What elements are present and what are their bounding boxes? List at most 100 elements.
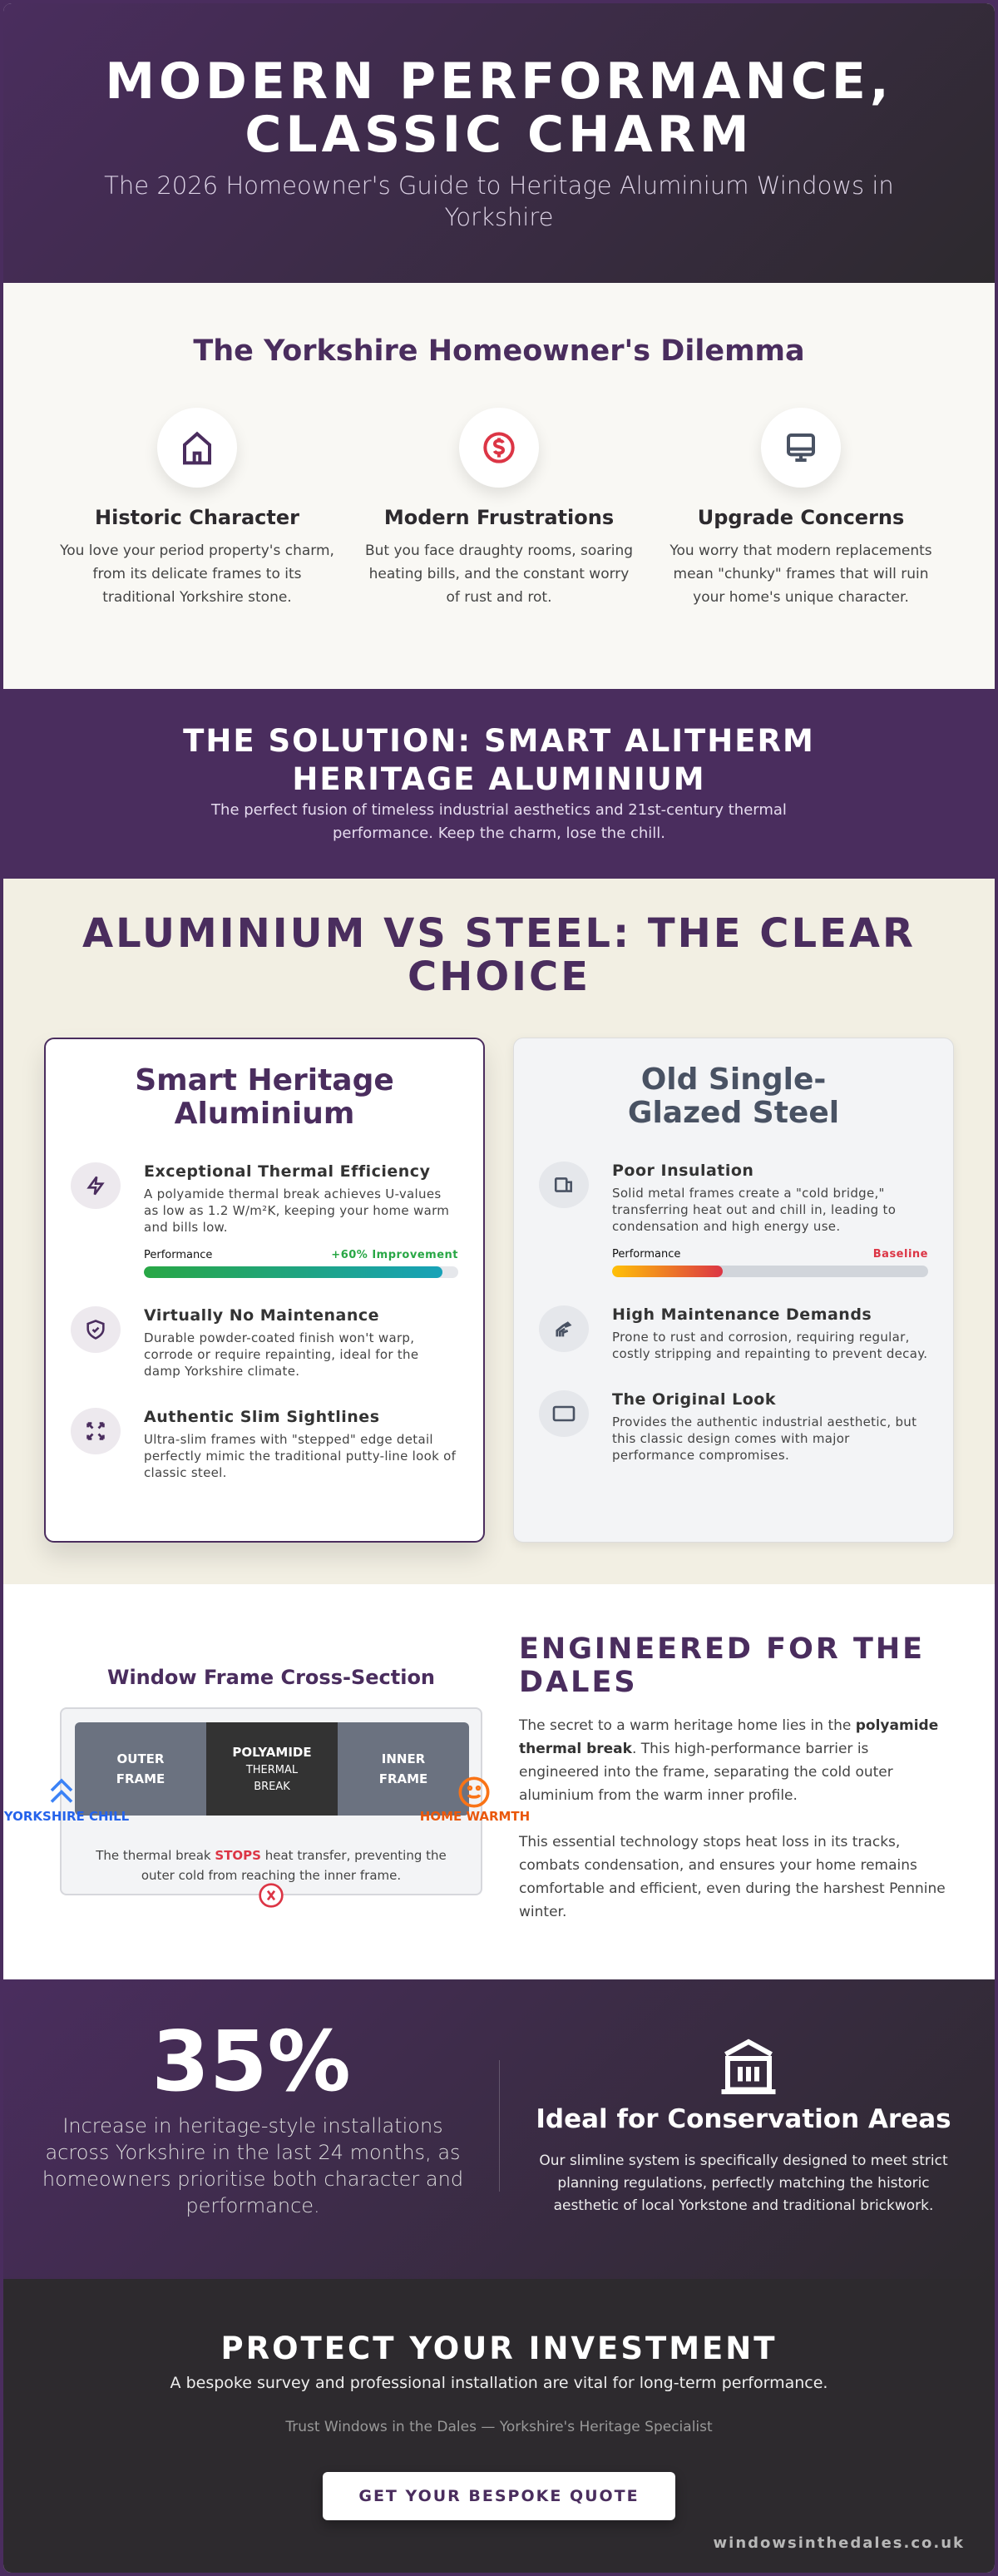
feature-text: Durable powder-coated finish won't warp,… — [144, 1330, 419, 1379]
feature-item: Exceptional Thermal Efficiency A polyami… — [71, 1162, 458, 1278]
cta-subtitle: A bespoke survey and professional instal… — [170, 2374, 828, 2392]
conservation-text: Our slimline system is specifically desi… — [539, 2152, 948, 2214]
segment-outer-frame: OUTER FRAME — [75, 1722, 206, 1816]
rectangle-icon — [539, 1390, 589, 1437]
steel-card: Old Single-Glazed Steel Poor Insulation … — [513, 1038, 954, 1543]
performance-bar-fill — [612, 1266, 723, 1277]
cold-bridge-icon — [539, 1162, 589, 1208]
engineered-paragraph-1: The secret to a warm heritage home lies … — [519, 1714, 951, 1807]
paragraph-text: . This high-performance barrier is engin… — [519, 1741, 893, 1804]
page-subtitle: The 2026 Homeowner's Guide to Heritage A… — [104, 171, 894, 231]
dollar-icon — [459, 408, 539, 488]
feature-text: Provides the authentic industrial aesthe… — [612, 1414, 917, 1463]
expand-arrows-icon — [71, 1408, 121, 1454]
scraper-icon — [539, 1305, 589, 1352]
solution-banner: THE SOLUTION: SMART ALITHERM HERITAGE AL… — [3, 689, 995, 879]
diagram-caption: The thermal break STOPS heat transfer, p… — [78, 1845, 464, 1885]
dilemma-item-title: Historic Character — [95, 506, 299, 529]
caption-text: heat transfer, preventing the outer cold… — [141, 1848, 447, 1883]
feature-title: Poor Insulation — [612, 1162, 754, 1180]
paragraph-text: The secret to a warm heritage home lies … — [519, 1717, 856, 1734]
chill-label: YORKSHIRE CHILL — [3, 1809, 130, 1824]
smile-icon — [458, 1776, 490, 1808]
performance-value: +60% Improvement — [331, 1249, 458, 1261]
feature-item: The Original Look Provides the authentic … — [539, 1390, 928, 1464]
monitor-icon — [761, 408, 841, 488]
dilemma-item-text: You love your period property's charm, f… — [60, 542, 334, 606]
hero-header: MODERN PERFORMANCE, CLASSIC CHARM The 20… — [3, 3, 995, 283]
feature-title: The Original Look — [612, 1390, 776, 1409]
segment-polyamide: POLYAMIDE THERMAL BREAK — [206, 1722, 338, 1816]
stat-value: 35% — [151, 2013, 351, 2110]
dilemma-section: The Yorkshire Homeowner's Dilemma Histor… — [3, 283, 995, 689]
feature-title: Authentic Slim Sightlines — [144, 1408, 380, 1426]
trust-line: Trust Windows in the Dales — Yorkshire's… — [285, 2419, 713, 2435]
segment-label: INNER — [381, 1751, 426, 1766]
segment-sublabel: THERMAL — [245, 1764, 299, 1776]
segment-label: FRAME — [116, 1771, 166, 1786]
website-link[interactable]: windowsinthedales.co.uk — [713, 2534, 965, 2552]
solution-title: THE SOLUTION: SMART ALITHERM HERITAGE AL… — [183, 723, 815, 797]
shield-check-icon — [71, 1306, 121, 1353]
dilemma-item-title: Upgrade Concerns — [697, 506, 905, 529]
card-title: Old Single-Glazed Steel — [627, 1063, 840, 1130]
performance-meter: Performance +60% Improvement — [144, 1249, 458, 1261]
chevrons-up-icon — [50, 1778, 73, 1803]
divider — [499, 2060, 500, 2192]
feature-text: Prone to rust and corrosion, requiring r… — [612, 1330, 928, 1361]
feature-item: Poor Insulation Solid metal frames creat… — [539, 1162, 928, 1277]
performance-bar-fill — [144, 1266, 443, 1278]
lightning-icon — [71, 1162, 121, 1209]
solution-text: The perfect fusion of timeless industria… — [211, 801, 787, 842]
engineered-paragraph-2: This essential technology stops heat los… — [519, 1834, 946, 1920]
caption-text: The thermal break — [96, 1848, 215, 1863]
cta-section: PROTECT YOUR INVESTMENT A bespoke survey… — [3, 2279, 995, 2573]
segment-label: FRAME — [378, 1771, 428, 1786]
dilemma-item-text: You worry that modern replacements mean … — [669, 542, 932, 606]
performance-bar — [144, 1266, 458, 1278]
conservation-title: Ideal for Conservation Areas — [536, 2104, 951, 2134]
segment-label: OUTER — [116, 1751, 165, 1766]
comparison-section: ALUMINIUM VS STEEL: THE CLEAR CHOICE Sma… — [3, 879, 995, 1584]
dilemma-title: The Yorkshire Homeowner's Dilemma — [193, 334, 805, 368]
performance-value: Baseline — [872, 1248, 928, 1261]
performance-label: Performance — [612, 1248, 681, 1261]
stats-section: 35% Increase in heritage-style installat… — [3, 1979, 995, 2279]
feature-title: Virtually No Maintenance — [144, 1306, 380, 1325]
feature-title: Exceptional Thermal Efficiency — [144, 1162, 431, 1181]
house-icon — [157, 408, 237, 488]
feature-item: Virtually No Maintenance Durable powder-c… — [71, 1306, 458, 1380]
engineered-title: ENGINEERED FOR THE DALES — [519, 1632, 926, 1699]
segment-inner-frame: INNER FRAME — [338, 1722, 469, 1816]
feature-text: A polyamide thermal break achieves U-val… — [144, 1186, 450, 1235]
feature-text: Solid metal frames create a "cold bridge… — [612, 1186, 897, 1234]
diagram-title: Window Frame Cross-Section — [106, 1666, 436, 1689]
dilemma-item-text: But you face draughty rooms, soaring hea… — [364, 542, 634, 606]
comparison-title: ALUMINIUM VS STEEL: THE CLEAR CHOICE — [82, 910, 916, 1000]
warmth-label: HOME WARMTH — [419, 1809, 531, 1824]
get-quote-button[interactable]: GET YOUR BESPOKE QUOTE — [323, 2472, 675, 2520]
feature-text: Ultra-slim frames with "stepped" edge de… — [144, 1432, 457, 1480]
caption-stop: STOPS — [215, 1848, 261, 1863]
dilemma-item-frustrations: Modern Frustrations But you face draught… — [362, 408, 636, 609]
feature-item: High Maintenance Demands Prone to rust an… — [539, 1305, 928, 1362]
card-title: Smart Heritage Aluminium — [135, 1063, 394, 1131]
feature-title: High Maintenance Demands — [612, 1305, 872, 1324]
performance-meter: Performance Baseline — [612, 1248, 928, 1261]
dilemma-item-concerns: Upgrade Concerns You worry that modern r… — [664, 408, 938, 609]
stat-text: Increase in heritage-style installations… — [42, 2114, 464, 2217]
aluminium-card: Smart Heritage Aluminium Exceptional The… — [44, 1038, 485, 1543]
feature-item: Authentic Slim Sightlines Ultra-slim fram… — [71, 1408, 458, 1481]
segment-label: POLYAMIDE — [232, 1745, 312, 1760]
performance-bar — [612, 1266, 928, 1277]
dilemma-item-title: Modern Frustrations — [383, 506, 615, 529]
paragraph-bold: polyamide thermal break — [519, 1717, 939, 1757]
frame-bar: OUTER FRAME POLYAMIDE THERMAL BREAK INNER FR… — [75, 1722, 469, 1816]
page-title: MODERN PERFORMANCE, CLASSIC CHARM — [105, 52, 893, 164]
engineered-section: Window Frame Cross-Section OUTER FRAME PO… — [3, 1584, 995, 1979]
landmark-icon — [721, 2039, 776, 2094]
segment-sublabel: BREAK — [254, 1781, 290, 1793]
dilemma-item-historic: Historic Character You love your period … — [60, 408, 334, 609]
performance-label: Performance — [144, 1249, 213, 1261]
